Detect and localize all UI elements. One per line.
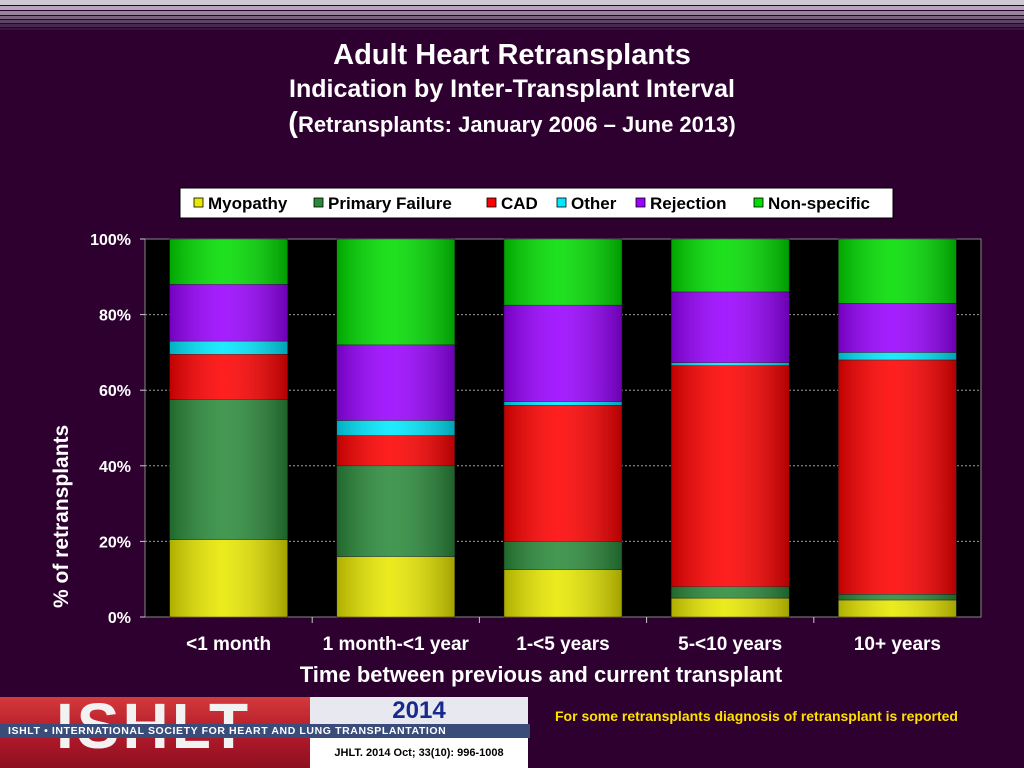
y-tick-label: 60%: [99, 383, 131, 400]
legend-swatch: [753, 197, 764, 208]
bar-sheen: [504, 239, 622, 617]
legend-swatch: [313, 197, 324, 208]
logo-band: ISHLT • INTERNATIONAL SOCIETY FOR HEART …: [0, 724, 530, 738]
footnote: For some retransplants diagnosis of retr…: [555, 708, 958, 724]
legend-label: Non-specific: [768, 194, 870, 213]
paren-open: (: [288, 107, 298, 139]
legend-swatch: [193, 197, 204, 208]
legend-label: CAD: [501, 194, 538, 213]
page-subtitle: Indication by Inter-Transplant Interval: [289, 75, 735, 103]
citation: JHLT. 2014 Oct; 33(10): 996-1008: [310, 738, 528, 768]
bar-sheen: [838, 239, 957, 617]
x-tick-label: <1 month: [186, 634, 271, 655]
bar-sheen: [671, 239, 790, 617]
y-tick-label: 100%: [90, 232, 131, 249]
footer: ISHLT ISHLT • INTERNATIONAL SOCIETY FOR …: [0, 697, 1024, 768]
x-tick-label: 10+ years: [854, 634, 941, 655]
stacked-bar-chart: Myopathy Primary Failure CAD Other Rejection…: [50, 187, 982, 687]
year-badge: 2014: [310, 697, 528, 724]
bar-sheen: [336, 239, 455, 617]
legend-label: Primary Failure: [328, 194, 452, 213]
y-tick-label: 0%: [108, 610, 131, 627]
y-axis-label: % of retransplants: [50, 425, 73, 608]
title-block: Adult Heart Retransplants Indication by …: [0, 38, 1024, 140]
legend-swatch: [486, 197, 497, 208]
x-tick-label: 1-<5 years: [516, 634, 610, 655]
legend-box: [179, 187, 894, 219]
page-title: Adult Heart Retransplants: [333, 39, 691, 71]
legend-swatch: [556, 197, 567, 208]
x-tick-label: 5-<10 years: [678, 634, 782, 655]
header-stripes: [0, 0, 1024, 30]
legend-swatch: [635, 197, 646, 208]
y-tick-label: 40%: [99, 459, 131, 476]
legend-label: Rejection: [650, 194, 727, 213]
bar-sheen: [169, 239, 288, 617]
x-tick-label: 1 month-<1 year: [323, 634, 470, 655]
legend-label: Myopathy: [208, 194, 288, 213]
legend-label: Other: [571, 194, 617, 213]
legend: Myopathy Primary Failure CAD Other Rejection…: [179, 187, 894, 219]
paren-close: ): [728, 112, 736, 137]
page-subtitle-range: (Retransplants: January 2006 – June 2013…: [0, 108, 1024, 140]
range-text: Retransplants: January 2006 – June 2013: [297, 112, 729, 137]
y-tick-label: 80%: [99, 308, 131, 325]
y-tick-label: 20%: [99, 534, 131, 551]
x-axis-label: Time between previous and current transp…: [300, 662, 783, 687]
